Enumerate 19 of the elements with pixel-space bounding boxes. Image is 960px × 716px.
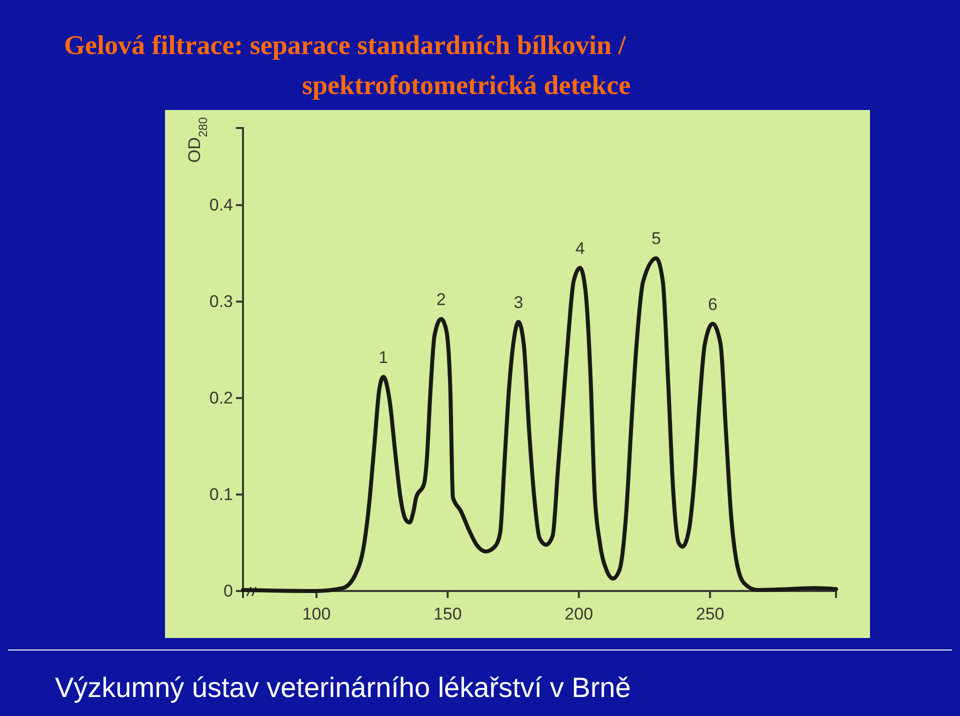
- y-tick-label: 0.1: [209, 484, 233, 504]
- annotation: 3: [514, 292, 524, 312]
- annotation: 5: [652, 229, 661, 248]
- y-tick-label: 0.3: [209, 292, 233, 312]
- annotation: 4: [575, 238, 585, 258]
- chart-title: Gelová filtrace: separace standardních bílkovin /: [64, 30, 626, 60]
- text: Výzkumný ústav veterinárního lékařství v Brně: [55, 672, 631, 703]
- x-tick-label: 250: [696, 604, 724, 624]
- y-tick-label: 0: [224, 581, 233, 600]
- line-series: [241, 256, 838, 593]
- x-tick-label: 100: [302, 604, 331, 624]
- chart-subtitle: spektrofotometrická detekce: [302, 70, 631, 100]
- annotation: 1: [378, 348, 388, 367]
- annotation: 2: [436, 290, 446, 309]
- annotation: 6: [708, 294, 718, 314]
- x-tick-label: 200: [564, 604, 594, 624]
- x-tick-label: 150: [433, 604, 462, 624]
- y-tick-label: 0.4: [209, 196, 233, 215]
- y-tick-label: 0.2: [209, 388, 233, 408]
